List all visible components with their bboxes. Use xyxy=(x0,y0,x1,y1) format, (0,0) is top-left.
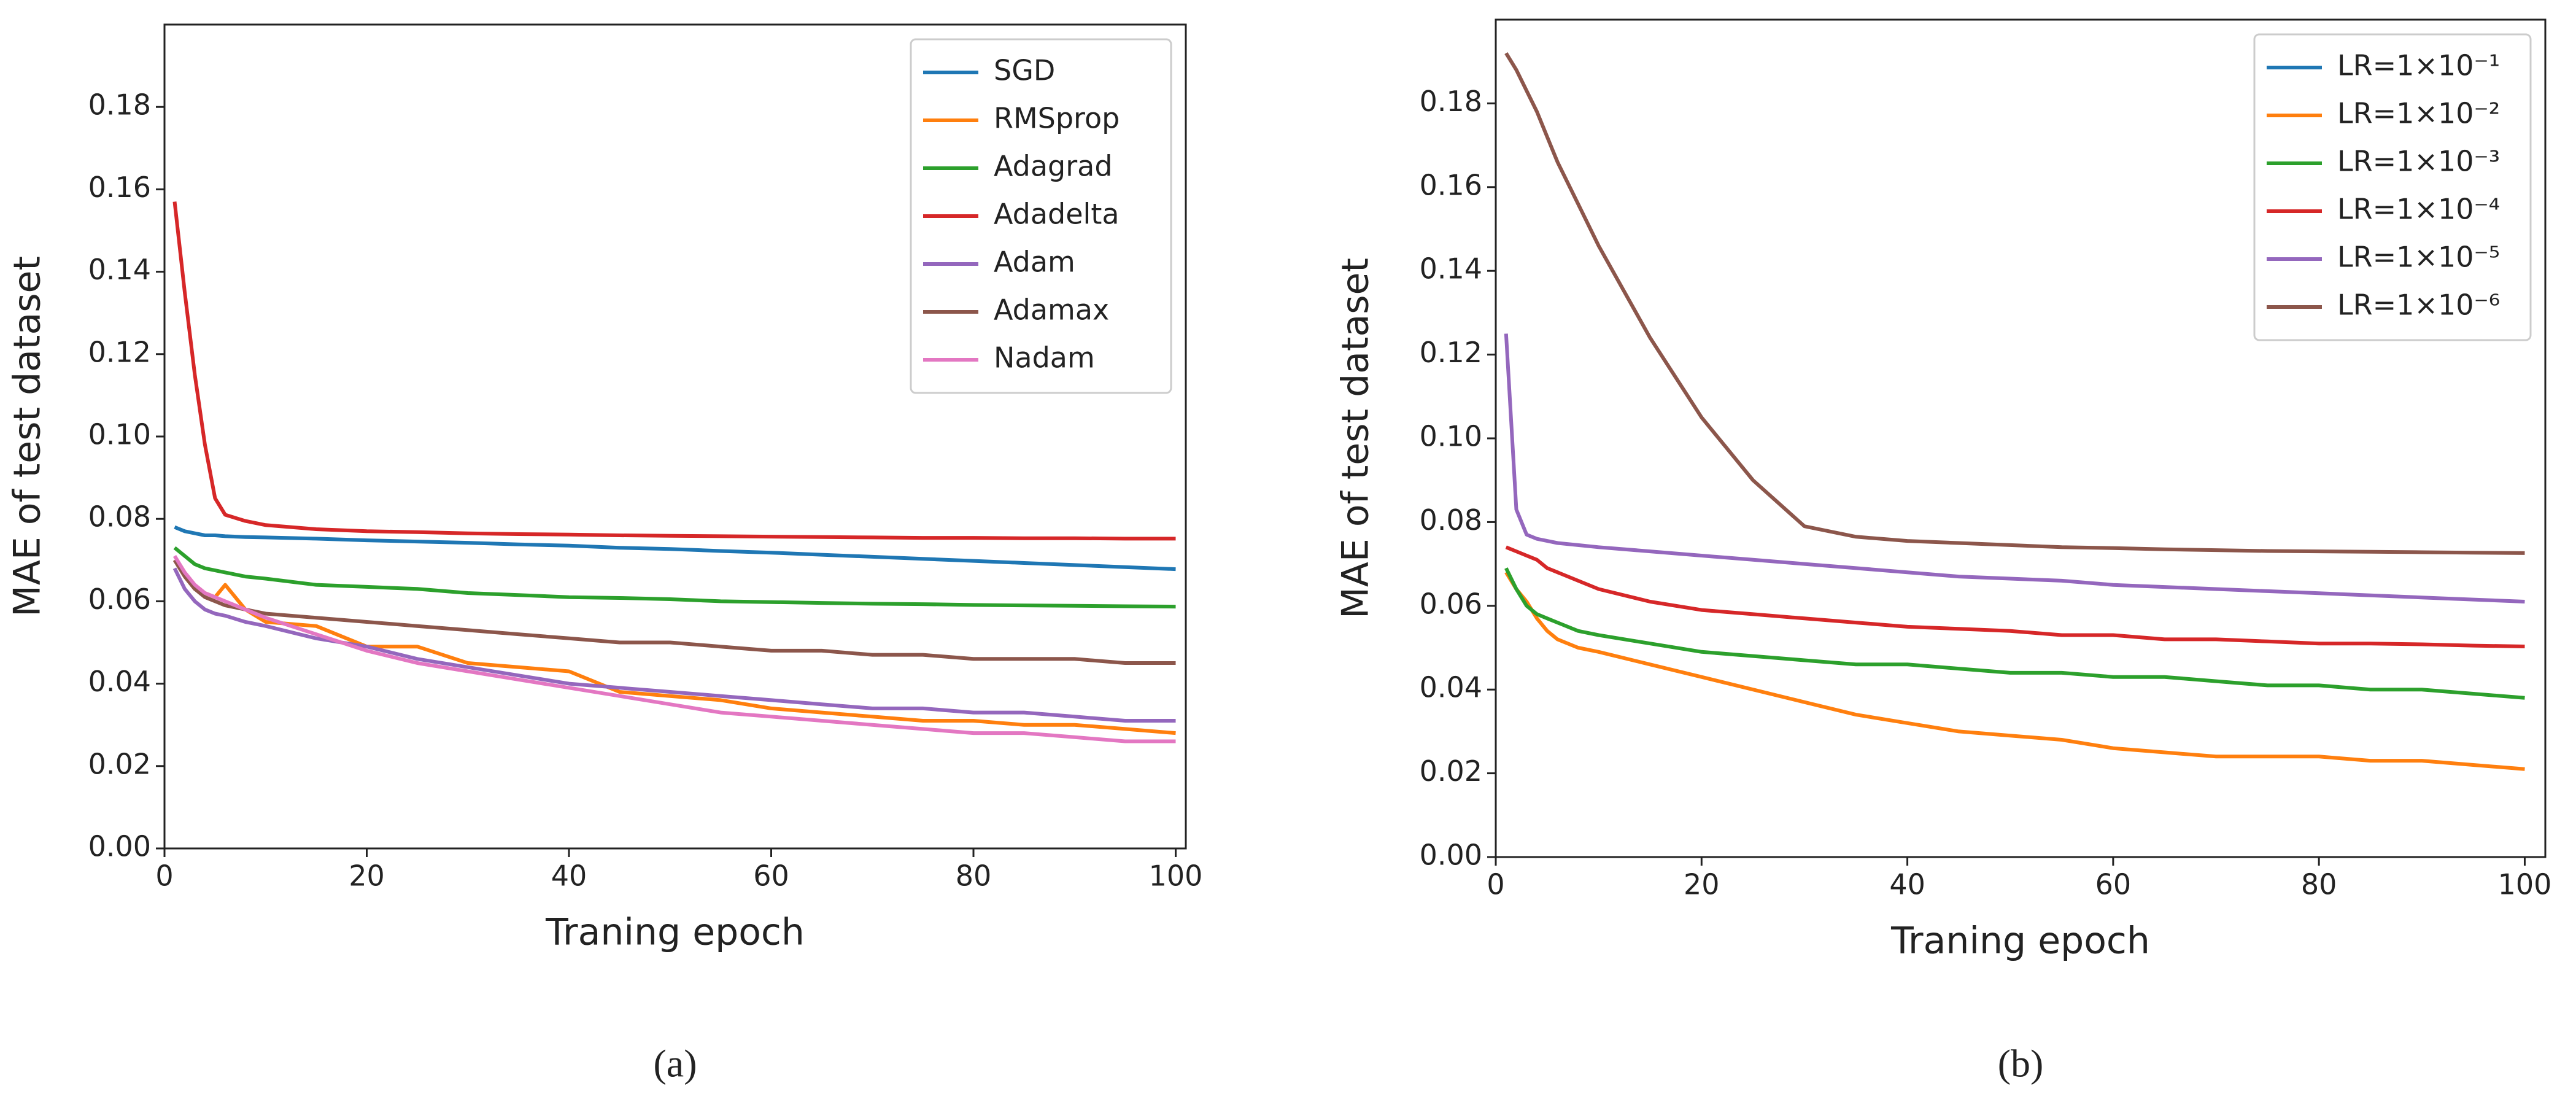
y-tick-label: 0.14 xyxy=(1420,252,1482,285)
plot-frame xyxy=(163,23,1187,850)
y-tick-label: 0.06 xyxy=(1420,587,1482,620)
legend-label: RMSprop xyxy=(994,102,1120,135)
legend-label: Adam xyxy=(994,246,1075,279)
plot-frame xyxy=(1495,18,2547,858)
x-axis-label: Traning epoch xyxy=(1890,920,2150,963)
y-tick-label: 0.14 xyxy=(88,253,151,286)
legend-label: Adamax xyxy=(994,293,1109,327)
y-tick-label: 0.00 xyxy=(88,830,151,863)
y-tick-label: 0.16 xyxy=(1420,168,1482,201)
legend-label: Nadam xyxy=(994,341,1095,374)
series-line xyxy=(1504,571,2525,771)
legend-label: Adadelta xyxy=(994,198,1120,231)
x-axis-label: Traning epoch xyxy=(545,911,805,954)
x-tick-label: 60 xyxy=(2095,868,2132,901)
series-line xyxy=(172,555,1176,743)
y-tick-label: 0.08 xyxy=(88,500,151,534)
legend-label: LR=1×10⁻³ xyxy=(2337,145,2500,178)
y-tick-label: 0.10 xyxy=(88,418,151,451)
series-line xyxy=(172,201,1176,541)
x-tick-label: 60 xyxy=(753,859,789,893)
x-tick-label: 80 xyxy=(2301,868,2337,901)
y-axis-label: MAE of test dataset xyxy=(1334,258,1377,619)
y-tick-label: 0.04 xyxy=(88,665,151,698)
x-tick-label: 40 xyxy=(1889,868,1925,901)
y-axis-label: MAE of test dataset xyxy=(6,256,49,617)
legend-box xyxy=(2253,33,2532,341)
series-line xyxy=(1504,333,2525,603)
panel-label: (b) xyxy=(1998,1042,2044,1085)
y-tick-label: 0.12 xyxy=(88,335,151,368)
x-tick-label: 20 xyxy=(1684,868,1720,901)
series-line xyxy=(1504,52,2525,555)
series-line xyxy=(173,546,1176,609)
x-tick-label: 40 xyxy=(551,859,587,893)
series-line xyxy=(172,567,1176,723)
panel-label: (a) xyxy=(653,1042,697,1085)
y-tick-label: 0.18 xyxy=(1420,85,1482,118)
y-tick-label: 0.10 xyxy=(1420,420,1482,453)
y-tick-label: 0.00 xyxy=(1420,839,1482,872)
series-line xyxy=(1504,567,2525,700)
y-tick-label: 0.18 xyxy=(88,88,151,122)
series-line xyxy=(1505,545,2525,648)
series-line xyxy=(172,559,1176,665)
x-tick-label: 0 xyxy=(1487,868,1504,901)
legend-label: LR=1×10⁻² xyxy=(2337,97,2500,130)
legend-label: SGD xyxy=(994,54,1055,87)
y-tick-label: 0.16 xyxy=(88,171,151,204)
legend-label: LR=1×10⁻¹ xyxy=(2337,49,2500,82)
legend-label: Adagrad xyxy=(994,150,1113,183)
x-tick-label: 20 xyxy=(349,859,385,893)
series-line xyxy=(174,525,1176,572)
x-tick-label: 80 xyxy=(956,859,992,893)
y-tick-label: 0.06 xyxy=(88,583,151,616)
legend-box xyxy=(910,38,1172,394)
y-tick-label: 0.04 xyxy=(1420,671,1482,704)
x-tick-label: 100 xyxy=(2498,868,2552,901)
y-tick-label: 0.12 xyxy=(1420,336,1482,369)
legend-label: LR=1×10⁻⁶ xyxy=(2337,289,2500,322)
y-tick-label: 0.02 xyxy=(1420,755,1482,788)
legend-label: LR=1×10⁻⁵ xyxy=(2337,241,2500,274)
x-tick-label: 100 xyxy=(1149,859,1203,893)
x-tick-label: 0 xyxy=(155,859,173,893)
legend-label: LR=1×10⁻⁴ xyxy=(2337,193,2500,226)
y-tick-label: 0.08 xyxy=(1420,503,1482,537)
series-line xyxy=(172,559,1176,735)
y-tick-label: 0.02 xyxy=(88,747,151,780)
